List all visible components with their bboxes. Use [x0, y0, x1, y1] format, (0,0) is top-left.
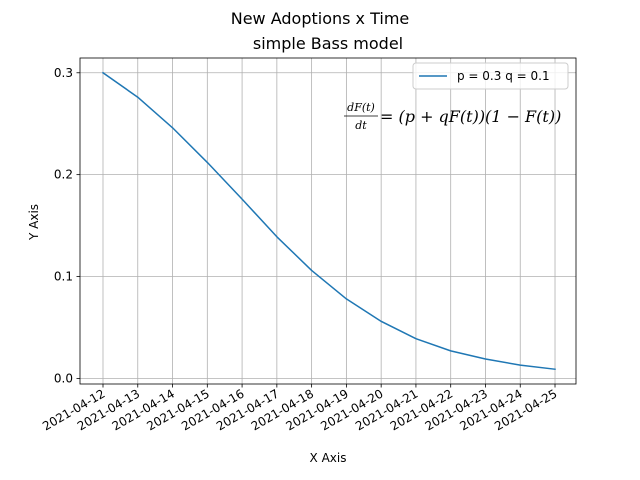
formula-rhs: = (p + qF(t))(1 − F(t))	[380, 107, 561, 126]
formula-denominator: dt	[355, 119, 367, 132]
plot-area	[79, 57, 577, 385]
y-axis-label: Y Axis	[27, 204, 41, 241]
series-line	[101, 71, 556, 371]
formula-annotation: dF(t) dt = (p + qF(t))(1 − F(t))	[344, 101, 561, 132]
y-tick-label: 0.1	[54, 270, 73, 284]
legend: p = 0.3 q = 0.1	[412, 62, 569, 90]
x-axis-ticks: 2021-04-122021-04-132021-04-142021-04-15…	[40, 384, 560, 433]
chart-subtitle: simple Bass model	[253, 34, 403, 53]
y-axis-ticks: 0.0 0.1 0.2 0.3	[54, 66, 80, 385]
series-layer	[101, 71, 556, 371]
x-axis-label: X Axis	[310, 451, 347, 465]
chart-title: New Adoptions x Time	[231, 9, 410, 28]
legend-label: p = 0.3 q = 0.1	[457, 69, 550, 83]
grid	[80, 58, 576, 384]
formula-numerator: dF(t)	[347, 101, 375, 114]
y-tick-label: 0.2	[54, 168, 73, 182]
y-tick-label: 0.3	[54, 66, 73, 80]
y-tick-label: 0.0	[54, 371, 73, 385]
legend-box	[412, 62, 569, 90]
